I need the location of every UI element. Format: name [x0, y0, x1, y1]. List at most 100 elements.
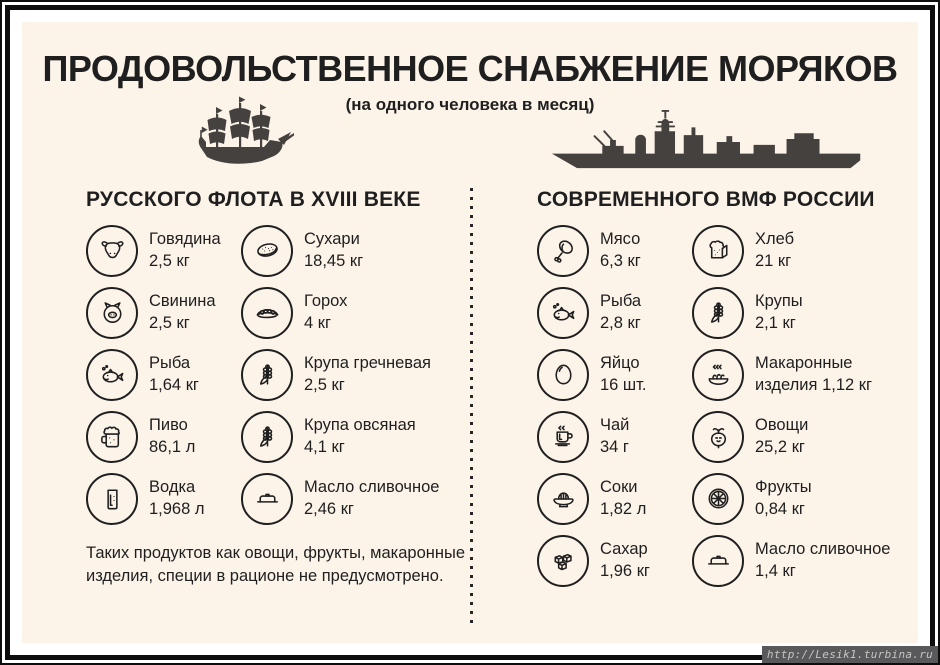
- item-label: Овощи: [755, 416, 809, 435]
- meat-leg-icon: [537, 224, 589, 277]
- item-label: Крупы: [755, 292, 803, 311]
- item-rusks: Сухари 18,45 кг: [241, 224, 470, 277]
- glass-icon: [86, 472, 138, 525]
- sugar-cubes-icon: [537, 534, 589, 587]
- grain-icon: [241, 348, 293, 401]
- dotted-divider: [470, 187, 473, 624]
- item-label: Сахар: [600, 540, 648, 559]
- item-label: Рыба: [600, 292, 642, 311]
- item-label: Крупа овсяная: [304, 416, 416, 435]
- item-pasta: Макаронные изделия 1,12 кг: [692, 348, 918, 401]
- item-label: Макаронные изделия: [755, 354, 853, 394]
- item-value: 2,8 кг: [600, 313, 641, 332]
- item-label: Водка: [149, 478, 196, 497]
- warship-icon: [484, 109, 918, 173]
- column-header: СОВРЕМЕННОГО ВМФ РОССИИ: [537, 187, 875, 211]
- column-modern-navy: СОВРЕМЕННОГО ВМФ РОССИИ Мясо 6,3 кг Хлеб 2…: [473, 186, 918, 624]
- item-buckwheat: Крупа гречневая 2,5 кг: [241, 348, 470, 401]
- item-groats: Крупы 2,1 кг: [692, 286, 918, 339]
- item-value: 2,5 кг: [149, 313, 190, 332]
- pasta-plate-icon: [692, 348, 744, 401]
- item-value: 2,46 кг: [304, 499, 354, 518]
- column-18th-century-fleet: РУССКОГО ФЛОТА В XVIII ВЕКЕ Говядина 2,5 …: [22, 186, 470, 624]
- peas-icon: [241, 286, 293, 339]
- bread-icon: [692, 224, 744, 277]
- item-juice: Соки 1,82 л: [537, 472, 692, 525]
- tea-cup-icon: [537, 410, 589, 463]
- item-peas: Горох 4 кг: [241, 286, 470, 339]
- item-value: 1,968 л: [149, 499, 205, 518]
- item-bread: Хлеб 21 кг: [692, 224, 918, 277]
- item-value: 1,12 кг: [822, 375, 872, 394]
- item-value: 4 кг: [304, 313, 331, 332]
- item-value: 1,64 кг: [149, 375, 199, 394]
- page-subtitle: (на одного человека в месяц): [345, 94, 595, 114]
- item-value: 1,4 кг: [755, 561, 796, 580]
- item-sugar: Сахар 1,96 кг: [537, 534, 692, 587]
- item-eggs: Яйцо 16 шт.: [537, 348, 692, 401]
- ration-items-grid: Говядина 2,5 кг Сухари 18,45 кг Свинина 2,5…: [86, 224, 470, 525]
- panel: ПРОДОВОЛЬСТВЕННОЕ СНАБЖЕНИЕ МОРЯКОВ (на …: [22, 22, 918, 643]
- item-tea: Чай 34 г: [537, 410, 692, 463]
- item-label: Чай: [600, 416, 630, 435]
- item-label: Горох: [304, 292, 348, 311]
- ration-items-grid: Мясо 6,3 кг Хлеб 21 кг Рыба 2,8 кг Кру: [537, 224, 918, 587]
- item-meat: Мясо 6,3 кг: [537, 224, 692, 277]
- item-value: 18,45 кг: [304, 251, 364, 270]
- item-label: Соки: [600, 478, 638, 497]
- item-value: 34 г: [600, 437, 629, 456]
- item-label: Масло сливочное: [304, 478, 440, 497]
- item-fish: Рыба 1,64 кг: [86, 348, 241, 401]
- item-value: 16 шт.: [600, 375, 647, 394]
- grain-icon: [241, 410, 293, 463]
- item-pork: Свинина 2,5 кг: [86, 286, 241, 339]
- page-title: ПРОДОВОЛЬСТВЕННОЕ СНАБЖЕНИЕ МОРЯКОВ: [42, 48, 898, 89]
- grain-icon: [692, 286, 744, 339]
- cow-icon: [86, 224, 138, 277]
- item-label: Яйцо: [600, 354, 640, 373]
- item-value: 2,5 кг: [149, 251, 190, 270]
- juicer-icon: [537, 472, 589, 525]
- decorative-frame: ПРОДОВОЛЬСТВЕННОЕ СНАБЖЕНИЕ МОРЯКОВ (на …: [5, 5, 935, 660]
- fish-icon: [86, 348, 138, 401]
- fish-icon: [537, 286, 589, 339]
- footnote: Таких продуктов как овощи, фрукты, макар…: [86, 543, 466, 586]
- item-label: Сухари: [304, 230, 360, 249]
- sailing-ship-icon: [22, 95, 470, 173]
- radish-icon: [692, 410, 744, 463]
- column-header: РУССКОГО ФЛОТА В XVIII ВЕКЕ: [86, 187, 421, 211]
- item-label: Пиво: [149, 416, 188, 435]
- item-beef: Говядина 2,5 кг: [86, 224, 241, 277]
- item-value: 2,5 кг: [304, 375, 345, 394]
- ships-row: [22, 96, 918, 173]
- item-label: Рыба: [149, 354, 191, 373]
- item-butter: Масло сливочное 2,46 кг: [241, 472, 470, 525]
- egg-icon: [537, 348, 589, 401]
- item-vodka: Водка 1,968 л: [86, 472, 241, 525]
- butter-dish-icon: [692, 534, 744, 587]
- item-value: 6,3 кг: [600, 251, 641, 270]
- item-beer: Пиво 86,1 л: [86, 410, 241, 463]
- item-label: Фрукты: [755, 478, 812, 497]
- item-vegetables: Овощи 25,2 кг: [692, 410, 918, 463]
- rusk-icon: [241, 224, 293, 277]
- item-oats: Крупа овсяная 4,1 кг: [241, 410, 470, 463]
- item-label: Говядина: [149, 230, 221, 249]
- item-value: 4,1 кг: [304, 437, 345, 456]
- item-value: 21 кг: [755, 251, 792, 270]
- item-label: Свинина: [149, 292, 216, 311]
- watermark: http://Lesik1.turbina.ru: [762, 646, 938, 663]
- comparison-columns: РУССКОГО ФЛОТА В XVIII ВЕКЕ Говядина 2,5 …: [22, 186, 918, 624]
- item-value: 86,1 л: [149, 437, 196, 456]
- item-value: 2,1 кг: [755, 313, 796, 332]
- item-butter: Масло сливочное 1,4 кг: [692, 534, 918, 587]
- item-fruit: Фрукты 0,84 кг: [692, 472, 918, 525]
- item-label: Масло сливочное: [755, 540, 891, 559]
- item-value: 0,84 кг: [755, 499, 805, 518]
- citrus-slice-icon: [692, 472, 744, 525]
- item-value: 1,82 л: [600, 499, 647, 518]
- butter-dish-icon: [241, 472, 293, 525]
- item-value: 25,2 кг: [755, 437, 805, 456]
- beer-mug-icon: [86, 410, 138, 463]
